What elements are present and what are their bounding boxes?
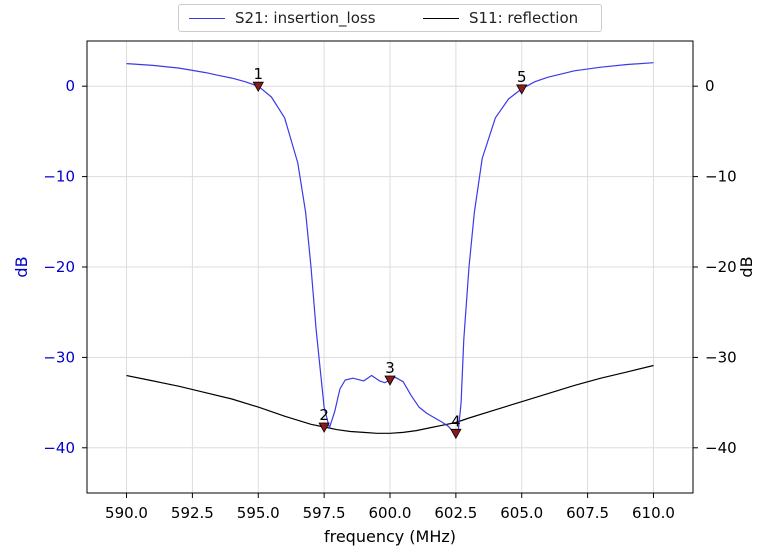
x-tick-label: 600.0 [369,504,412,522]
x-tick-label: 602.5 [434,504,477,522]
x-tick-label: 590.0 [105,504,148,522]
y-tick-label-right: −30 [705,348,737,366]
marker-triangle [318,422,330,433]
marker-label: 2 [319,406,329,424]
marker-triangle [252,81,264,93]
marker-label: 3 [385,359,395,377]
legend-item-s21: S21: insertion_loss [189,5,376,31]
y-axis-label-right: dB [737,256,756,277]
marker-label: 4 [451,412,461,430]
x-tick-label: 592.5 [171,504,214,522]
axis-ticks: 590.0 592.5 595.0 597.5 600.0 602.5 605.0 607.5… [43,77,736,522]
legend-label-s21: S21: insertion_loss [235,9,376,27]
grid-lines [87,41,693,493]
x-tick-label: 597.5 [303,504,346,522]
y-tick-label-right: −40 [705,439,737,457]
y-tick-label-left: −40 [43,439,75,457]
x-tick-label: 595.0 [237,504,280,522]
y-tick-label-left: 0 [65,77,75,95]
x-axis-label: frequency (MHz) [324,527,456,546]
legend-label-s11: S11: reflection [469,9,579,27]
y-tick-label-right: −10 [705,168,737,186]
legend-swatch-s11 [423,18,459,19]
x-tick-label: 605.0 [500,504,543,522]
y-tick-label-left: −10 [43,168,75,186]
marker-triangle [384,375,396,386]
y-tick-label-left: −30 [43,348,75,366]
legend-item-s11: S11: reflection [423,5,578,31]
x-tick-label: 607.5 [566,504,609,522]
series-line-s11 [126,364,654,434]
marker-label: 5 [517,68,527,86]
legend: S21: insertion_loss S11: reflection [178,4,602,32]
marker-triangle [450,428,462,440]
markers: 1 2 3 4 5 [252,65,528,440]
y-tick-label-right: −20 [705,258,737,276]
marker-label: 1 [253,65,263,83]
y-tick-label-right: 0 [705,77,715,95]
legend-swatch-s21 [189,18,225,19]
y-axis-label-left: dB [12,256,31,277]
x-tick-label: 610.0 [632,504,675,522]
marker-triangle [516,84,528,95]
y-tick-label-left: −20 [43,258,75,276]
